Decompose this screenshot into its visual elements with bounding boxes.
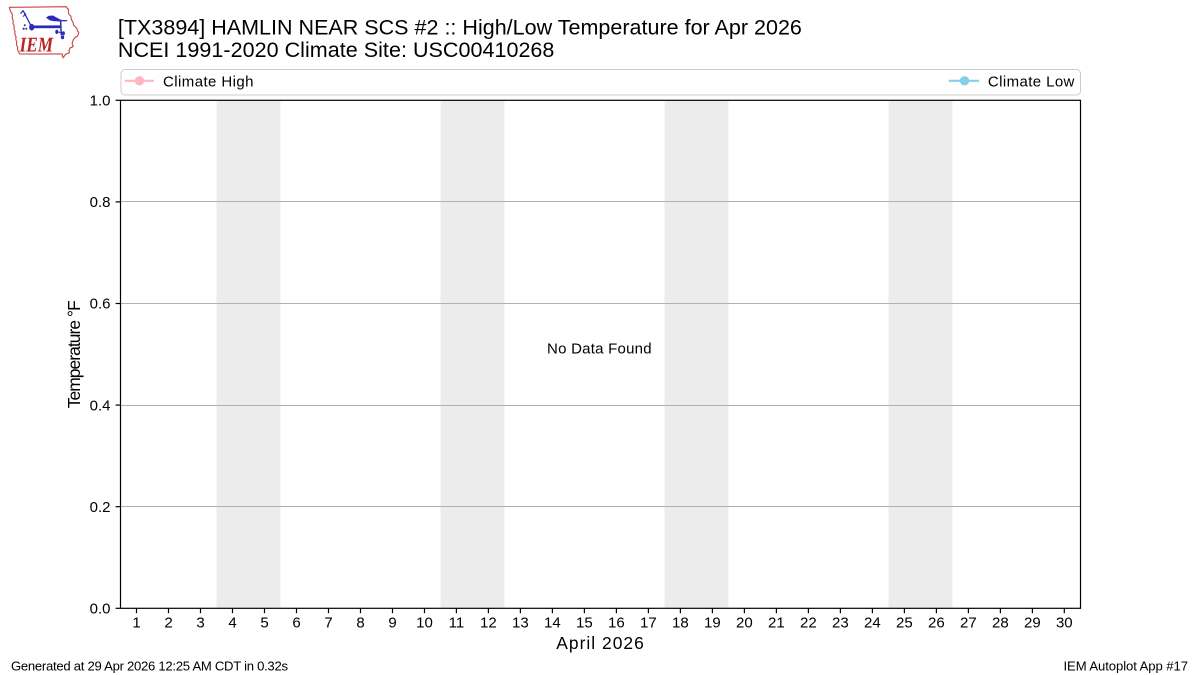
svg-text:3: 3	[196, 615, 204, 632]
svg-text:Climate Low: Climate Low	[988, 73, 1075, 90]
svg-text:25: 25	[896, 615, 913, 632]
svg-text:0.4: 0.4	[90, 397, 111, 414]
svg-text:23: 23	[832, 615, 849, 632]
svg-text:17: 17	[640, 615, 657, 632]
svg-text:0.6: 0.6	[90, 296, 111, 313]
svg-text:2: 2	[164, 615, 172, 632]
svg-text:29: 29	[1024, 615, 1041, 632]
svg-text:12: 12	[480, 615, 497, 632]
svg-text:24: 24	[864, 615, 881, 632]
svg-text:14: 14	[544, 615, 561, 632]
svg-text:1: 1	[132, 615, 140, 632]
svg-text:4: 4	[228, 615, 236, 632]
svg-text:11: 11	[449, 615, 465, 632]
svg-text:27: 27	[960, 615, 977, 632]
svg-text:No Data Found: No Data Found	[547, 341, 652, 358]
svg-text:6: 6	[292, 615, 300, 632]
svg-text:9: 9	[388, 615, 396, 632]
svg-text:21: 21	[768, 615, 785, 632]
svg-text:Generated at 29 Apr 2026 12:25: Generated at 29 Apr 2026 12:25 AM CDT in…	[11, 658, 288, 673]
svg-text:15: 15	[576, 615, 593, 632]
svg-text:0.2: 0.2	[90, 499, 111, 516]
svg-text:26: 26	[928, 615, 945, 632]
svg-text:April 2026: April 2026	[556, 633, 644, 653]
svg-text:10: 10	[416, 615, 433, 632]
svg-text:20: 20	[736, 615, 753, 632]
svg-text:18: 18	[672, 615, 689, 632]
svg-text:22: 22	[800, 615, 817, 632]
svg-text:19: 19	[704, 615, 721, 632]
svg-text:0.0: 0.0	[90, 601, 111, 618]
svg-text:7: 7	[324, 615, 332, 632]
svg-text:Climate High: Climate High	[163, 73, 254, 90]
svg-text:NCEI 1991-2020 Climate Site: U: NCEI 1991-2020 Climate Site: USC00410268	[118, 38, 555, 62]
svg-text:IEM Autoplot App #17: IEM Autoplot App #17	[1064, 658, 1189, 673]
svg-text:13: 13	[512, 615, 529, 632]
svg-text:1.0: 1.0	[90, 93, 111, 110]
svg-text:0.8: 0.8	[90, 194, 111, 211]
svg-text:Temperature °F: Temperature °F	[64, 300, 84, 408]
svg-text:8: 8	[356, 615, 364, 632]
svg-text:5: 5	[260, 615, 268, 632]
svg-text:[TX3894] HAMLIN NEAR SCS #2 ::: [TX3894] HAMLIN NEAR SCS #2 :: High/Low …	[118, 16, 802, 40]
svg-text:16: 16	[608, 615, 625, 632]
svg-text:30: 30	[1056, 615, 1073, 632]
svg-text:28: 28	[992, 615, 1009, 632]
